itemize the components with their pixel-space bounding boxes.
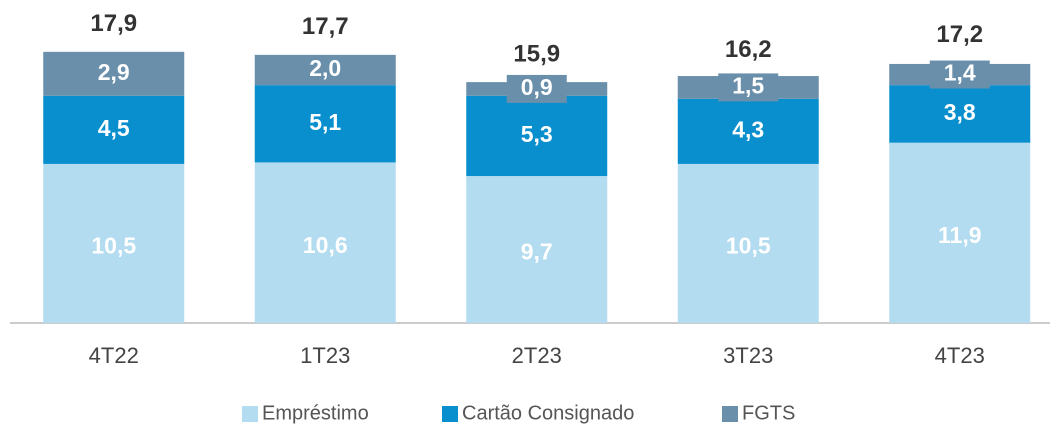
value-label: 3,8 [944,99,976,125]
x-tick-label: 3T23 [723,343,773,368]
x-tick-label: 1T23 [300,343,350,368]
legend-label: Empréstimo [262,402,369,424]
bar-segment [889,85,1031,143]
label-box [83,59,144,88]
value-label: 1,5 [732,72,764,98]
bar-segment [254,162,396,323]
value-label: 10,5 [726,233,771,259]
legend-label: FGTS [742,402,795,424]
value-label: 10,5 [91,233,136,259]
value-label: 2,9 [98,59,130,85]
total-label: 17,9 [90,10,137,37]
legend-swatch [722,406,738,422]
total-label: 16,2 [725,36,772,63]
bar-segment [254,85,396,163]
bar-segment [677,163,819,323]
x-tick-label: 2T23 [512,343,562,368]
bar-segment [466,95,608,177]
total-label: 17,2 [936,21,983,48]
value-label: 4,3 [732,116,764,142]
label-box [295,55,356,84]
bar-segment [466,176,608,323]
bar-segment [889,142,1031,323]
value-label: 2,0 [309,55,341,81]
x-tick-label: 4T23 [935,343,985,368]
bar-segment [677,98,819,164]
value-label: 10,6 [303,232,348,258]
legend-swatch [442,406,458,422]
bar-segment [43,163,185,323]
legend-swatch [242,406,258,422]
value-label: 9,7 [521,239,553,265]
label-box [718,73,779,102]
legend-label: Cartão Consignado [462,402,634,424]
value-label: 5,3 [521,121,553,147]
total-label: 17,7 [302,13,349,40]
value-label: 0,9 [521,74,553,100]
value-label: 1,4 [944,60,976,86]
total-label: 15,9 [513,40,560,67]
value-label: 5,1 [309,109,341,135]
label-box [929,60,990,89]
x-tick-label: 4T22 [89,343,139,368]
value-label: 4,5 [98,115,130,141]
value-label: 11,9 [938,222,982,248]
label-box [506,74,567,103]
bar-segment [43,95,185,164]
